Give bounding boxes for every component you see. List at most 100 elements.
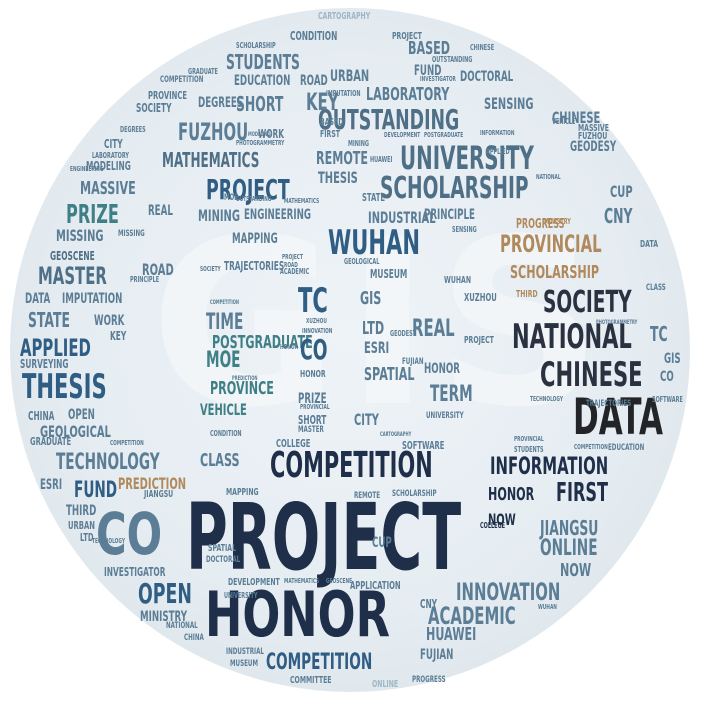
cloud-word: PHOTOGRAMMETRY: [236, 139, 285, 147]
cloud-word: PROJECT: [392, 31, 422, 42]
cloud-word: SOFTWARE: [652, 395, 683, 404]
cloud-word: PROJECT: [206, 173, 290, 206]
cloud-word: PHOTOGRAMMETRY: [596, 319, 638, 326]
cloud-word: CO: [96, 500, 163, 568]
cloud-word: BASED: [408, 38, 451, 59]
cloud-word: PRINCIPLE: [130, 275, 160, 284]
cloud-word: ESRI: [40, 477, 63, 493]
cloud-word: REAL: [148, 203, 173, 219]
cloud-word: FUZHOU: [578, 131, 608, 142]
cloud-word: CHINA: [28, 409, 55, 423]
cloud-word: CHINESE: [470, 43, 495, 52]
cloud-word: GEOSCENE: [326, 577, 353, 585]
cloud-word: OPEN: [138, 577, 192, 610]
cloud-word: MODELING: [248, 131, 271, 138]
cloud-word: SCHOLARSHIP: [510, 262, 600, 283]
cloud-word: JIANGSU: [144, 489, 174, 500]
cloud-word: THESIS: [318, 168, 358, 187]
cloud-word: DATA: [25, 291, 51, 307]
cloud-word: ENGINEERING: [244, 207, 311, 223]
cloud-word: ESRI: [364, 338, 390, 357]
cloud-word: MISSING: [56, 226, 104, 245]
cloud-word: PRIZE: [66, 200, 119, 230]
cloud-word: APPLIED: [20, 334, 91, 362]
cloud-word: SHORT: [298, 413, 327, 427]
cloud-word: GEOLOGICAL: [40, 422, 111, 441]
cloud-word: STATE: [28, 308, 70, 332]
cloud-word: BASED: [320, 117, 344, 128]
cloud-word: GEODESY: [390, 329, 417, 338]
cloud-word: COMPETITION: [574, 443, 608, 451]
cloud-word: CUP: [372, 535, 392, 551]
cloud-word: SOCIETY: [543, 285, 632, 320]
cloud-word: FUJIAN: [420, 647, 454, 663]
cloud-word: GEOSCENE: [50, 249, 95, 263]
cloud-word: SHORT: [236, 92, 284, 116]
cloud-word: SENSING: [484, 94, 534, 113]
cloud-word: GEOLOGICAL: [344, 257, 380, 266]
cloud-word: PROVINCE: [210, 378, 274, 399]
gis-watermark: GIS: [150, 191, 609, 458]
cloud-word: CLASS: [646, 283, 666, 293]
cloud-word: OUTSTANDING: [318, 103, 460, 136]
cloud-word: APPLICATION: [350, 579, 401, 592]
cloud-word: WORK: [258, 127, 285, 141]
cloud-word: TC: [650, 322, 668, 346]
cloud-word: MUSEUM: [370, 267, 408, 281]
cloud-word: CHINA: [184, 633, 204, 643]
cloud-word: MATHEMATICS: [284, 577, 320, 585]
cloud-word: TECHNOLOGY: [56, 450, 160, 475]
cloud-word: ACADEMIC: [428, 602, 516, 630]
cloud-word: GEODESY: [570, 139, 617, 155]
cloud-word: MINISTRY: [544, 217, 571, 226]
cloud-word: INNOVATION: [302, 327, 333, 335]
cloud-word: honor: [280, 343, 298, 351]
cloud-word: KEY: [306, 88, 339, 116]
cloud-word: SPATIAL: [364, 364, 415, 385]
cloud-word: WUHAN: [538, 603, 557, 611]
cloud-word: UNIVERSITY: [426, 411, 464, 421]
cloud-word: GRADUATE: [30, 435, 72, 448]
cloud-word: PROGRESS: [516, 217, 565, 232]
cloud-word: PRIZE: [298, 391, 327, 407]
cloud-word: CHINESE: [552, 108, 601, 127]
cloud-word: LABORATORY: [92, 151, 130, 160]
cloud-word: PROVINCIAL: [300, 403, 330, 411]
cloud-word: PROJECT: [464, 335, 494, 346]
cloud-word: CO: [660, 369, 674, 385]
cloud-word: PREDICTION: [118, 474, 187, 493]
cloud-word: STUDENTS: [226, 50, 300, 74]
cloud-word: MINING: [198, 206, 241, 225]
cloud-word: MOE: [206, 348, 241, 373]
cloud-word: SOFTWARE: [402, 439, 445, 452]
cloud-word: APPLIED: [486, 147, 510, 156]
cloud-word: COMPETITION: [270, 445, 433, 486]
cloud-word: FUND: [414, 63, 442, 79]
cloud-word: honor: [300, 369, 326, 380]
cloud-word: REMOTE: [316, 148, 369, 169]
cloud-word: FUND: [74, 478, 118, 503]
cloud-word: ENGINEERING: [70, 165, 104, 173]
cloud-word: EDUCATION: [234, 73, 291, 89]
cloud-word: PRINCIPLE: [424, 207, 475, 223]
cloud-word: MATHEMATICS: [162, 148, 260, 172]
cloud-word: FIRST: [320, 129, 341, 140]
cloud-word: CITY: [104, 137, 123, 151]
cloud-word: CNY: [604, 204, 633, 228]
cloud-word: DEGREES: [198, 95, 244, 111]
cloud-word: TRAJECTORIES: [224, 259, 285, 273]
cloud-word: POSTGRADUATE: [212, 332, 313, 353]
cloud-word: NATIONAL: [512, 317, 632, 357]
cloud-word: CLASS: [200, 450, 240, 471]
cloud-word: DATA: [640, 239, 659, 250]
cloud-word: JIANGSU: [540, 516, 599, 540]
cloud-word: NOW: [560, 560, 592, 581]
cloud-word: CO: [300, 333, 328, 366]
cloud-word: SENSING: [452, 225, 477, 234]
cloud-word: CHINESE: [540, 355, 643, 395]
cloud-word: MINING: [348, 139, 370, 148]
cloud-word: honor: [205, 578, 390, 651]
cloud-word: CITY: [354, 410, 379, 429]
cloud-word: FIRST: [556, 478, 609, 508]
